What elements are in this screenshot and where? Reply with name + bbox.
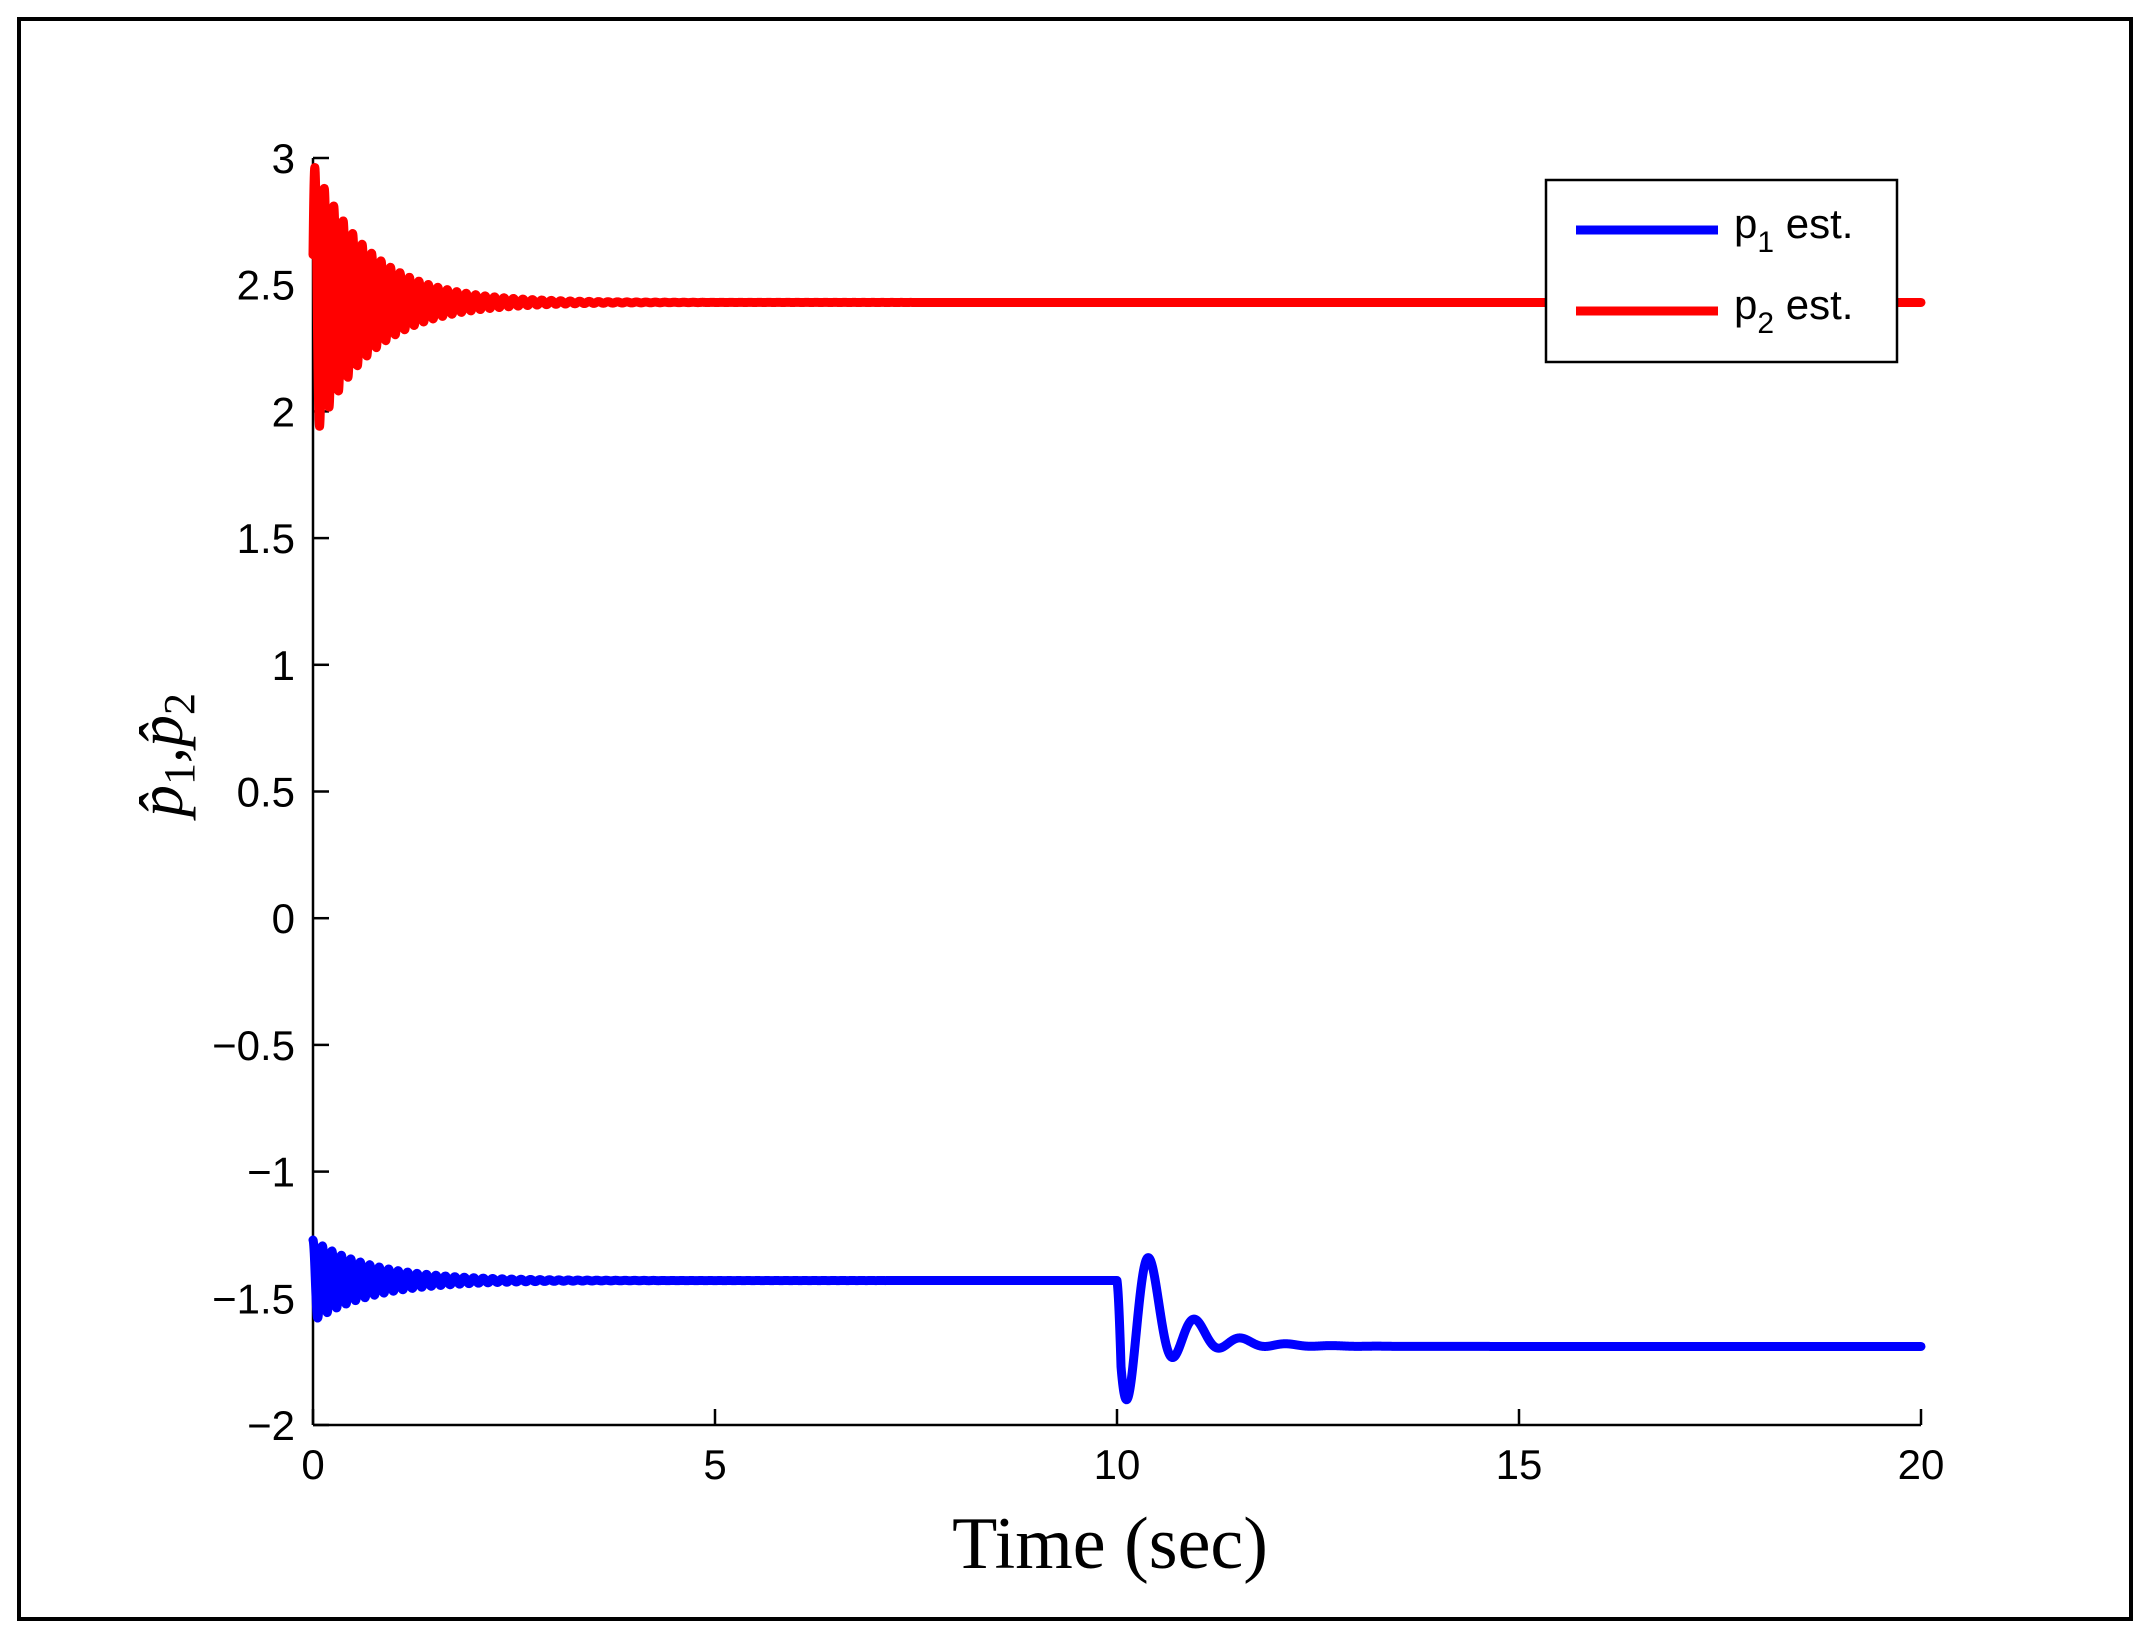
series-line-p1 [308,1235,1926,1405]
legend-box [1544,178,1899,364]
y-tick-label: −1.5 [212,1275,295,1322]
y-tick-label: −0.5 [212,1022,295,1069]
legend: p1 est. p2 est. [1544,178,1899,364]
x-tick-label: 20 [1898,1441,1945,1488]
legend-label-p2: p2 est. [1734,281,1853,340]
x-axis-label: Time (sec) [952,1503,1268,1585]
x-tick-label: 5 [703,1441,726,1488]
y-tick-label: 3 [272,135,295,182]
legend-label-p1: p1 est. [1734,200,1853,259]
y-tick-label: −1 [247,1149,295,1196]
y-tick-label: 2 [272,388,295,435]
y-tick-label: 1.5 [237,515,295,562]
y-tick-label: 0 [272,895,295,942]
y-tick-label: 1 [272,642,295,689]
y-tick-label: 2.5 [237,262,295,309]
y-tick-label: −2 [247,1402,295,1449]
axes: −2 −1.5 −1 −0.5 0 0.5 1 1.5 2 2.5 3 0 5 10 15 20 [212,135,1944,1488]
y-axis-label: p̂1,p̂2 [125,693,204,821]
x-tick-label: 10 [1094,1441,1141,1488]
y-tick-label: 0.5 [237,769,295,816]
x-tick-label: 0 [301,1441,324,1488]
x-tick-label: 15 [1496,1441,1543,1488]
